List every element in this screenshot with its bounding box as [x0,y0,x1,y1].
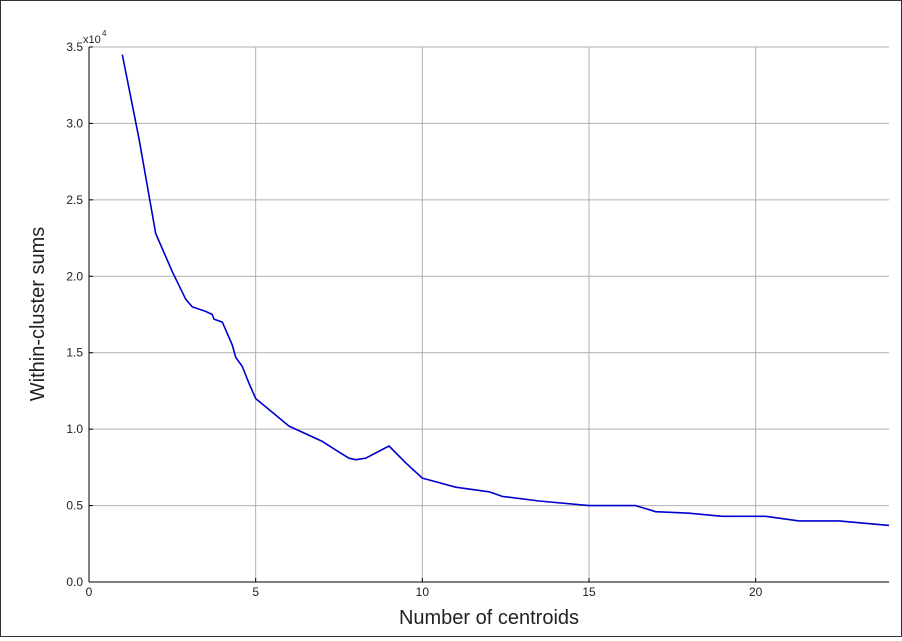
y-axis-exponent-base: x10 [83,34,101,46]
tick-labels: 0 5 10 15 20 0.0 0.5 1.0 1.5 2.0 2.5 3.0 3.5 [66,40,762,599]
series-line [121,54,890,527]
grid [89,46,889,582]
axes [88,46,889,583]
y-tick-label: 2.5 [66,193,83,207]
plot-area [89,47,889,582]
y-axis-label: Within-cluster sums [27,227,49,401]
x-tick-label: 10 [416,585,430,599]
x-axis-label: Number of centroids [399,607,579,629]
y-axis-exponent-power: 4 [102,29,107,38]
x-tick-label: 0 [86,585,93,599]
x-tick-label: 15 [582,585,596,599]
y-tick-label: 3.5 [66,40,83,54]
y-tick-label: 3.0 [66,116,83,130]
y-tick-label: 2.0 [66,269,83,283]
y-tick-label: 0.0 [66,575,83,589]
series-group [121,54,890,527]
y-tick-label: 1.0 [66,422,83,436]
y-tick-label: 0.5 [66,499,83,513]
x-tick-label: 5 [252,585,259,599]
y-tick-label: 1.5 [66,346,83,360]
x-tick-label: 20 [749,585,763,599]
